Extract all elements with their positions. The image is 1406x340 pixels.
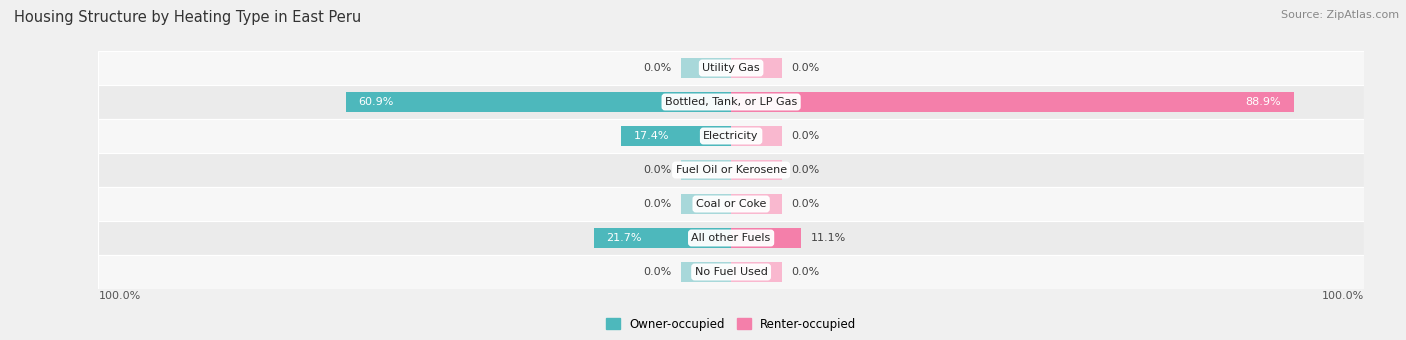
Text: Fuel Oil or Kerosene: Fuel Oil or Kerosene: [675, 165, 787, 175]
Text: Source: ZipAtlas.com: Source: ZipAtlas.com: [1281, 10, 1399, 20]
Text: 100.0%: 100.0%: [1322, 291, 1364, 301]
Bar: [98, 221, 1364, 255]
Bar: [98, 51, 1364, 85]
Text: 0.0%: 0.0%: [792, 63, 820, 73]
Text: 0.0%: 0.0%: [792, 165, 820, 175]
Bar: [731, 194, 782, 214]
Text: 100.0%: 100.0%: [98, 291, 141, 301]
Text: Housing Structure by Heating Type in East Peru: Housing Structure by Heating Type in Eas…: [14, 10, 361, 25]
Text: 0.0%: 0.0%: [643, 165, 671, 175]
Text: 0.0%: 0.0%: [792, 199, 820, 209]
Text: 11.1%: 11.1%: [811, 233, 846, 243]
Text: Electricity: Electricity: [703, 131, 759, 141]
Text: 88.9%: 88.9%: [1246, 97, 1281, 107]
Bar: [681, 58, 731, 78]
Text: 21.7%: 21.7%: [606, 233, 643, 243]
Bar: [731, 92, 1294, 112]
Text: 0.0%: 0.0%: [643, 63, 671, 73]
Bar: [98, 153, 1364, 187]
Bar: [346, 92, 731, 112]
Bar: [731, 262, 782, 282]
Bar: [681, 262, 731, 282]
Text: Utility Gas: Utility Gas: [703, 63, 759, 73]
Text: 0.0%: 0.0%: [643, 267, 671, 277]
Text: All other Fuels: All other Fuels: [692, 233, 770, 243]
Bar: [98, 85, 1364, 119]
Legend: Owner-occupied, Renter-occupied: Owner-occupied, Renter-occupied: [600, 313, 862, 336]
Text: 0.0%: 0.0%: [792, 267, 820, 277]
Bar: [593, 228, 731, 248]
Text: Coal or Coke: Coal or Coke: [696, 199, 766, 209]
Bar: [621, 126, 731, 146]
Bar: [98, 255, 1364, 289]
Text: 0.0%: 0.0%: [643, 199, 671, 209]
Bar: [98, 119, 1364, 153]
Bar: [731, 228, 801, 248]
Bar: [731, 126, 782, 146]
Bar: [681, 160, 731, 180]
Text: Bottled, Tank, or LP Gas: Bottled, Tank, or LP Gas: [665, 97, 797, 107]
Text: 60.9%: 60.9%: [359, 97, 394, 107]
Text: 0.0%: 0.0%: [792, 131, 820, 141]
Bar: [731, 160, 782, 180]
Bar: [681, 194, 731, 214]
Bar: [731, 58, 782, 78]
Bar: [98, 187, 1364, 221]
Text: 17.4%: 17.4%: [634, 131, 669, 141]
Text: No Fuel Used: No Fuel Used: [695, 267, 768, 277]
